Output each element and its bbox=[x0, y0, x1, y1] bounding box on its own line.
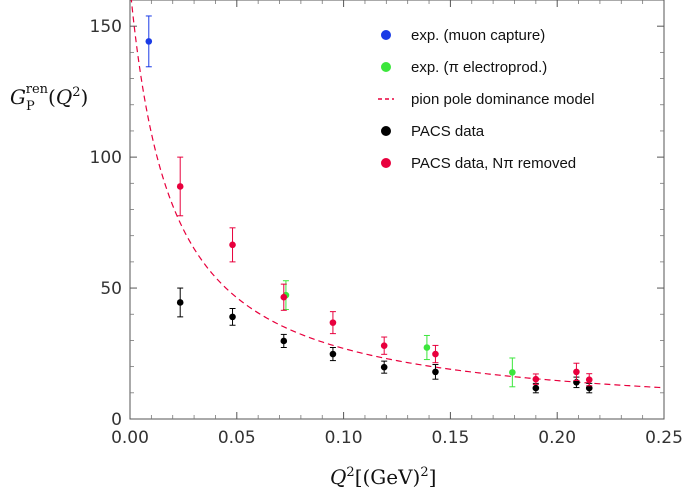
x-tick-label: 0.15 bbox=[431, 428, 469, 448]
data-points bbox=[145, 15, 593, 394]
legend-label: pion pole dominance model bbox=[411, 91, 594, 108]
data-point bbox=[229, 313, 236, 321]
data-point bbox=[329, 350, 337, 358]
series-0 bbox=[145, 15, 153, 68]
x-tick-label: 0.00 bbox=[111, 428, 149, 448]
y-tick-label: 100 bbox=[90, 148, 122, 168]
series-4 bbox=[176, 156, 593, 387]
legend-dot-marker bbox=[381, 158, 391, 168]
legend-dot-marker bbox=[381, 126, 391, 136]
data-point bbox=[432, 368, 439, 376]
data-point bbox=[229, 241, 236, 249]
x-axis-label: Q2[(GeV)2] bbox=[330, 465, 436, 489]
data-point bbox=[280, 293, 288, 301]
legend-dot-marker bbox=[381, 62, 391, 72]
legend-dot-marker bbox=[381, 30, 391, 40]
data-point bbox=[329, 319, 337, 326]
data-point bbox=[423, 344, 431, 351]
series-3 bbox=[176, 287, 593, 394]
x-tick-label: 0.20 bbox=[538, 428, 576, 448]
plot-frame bbox=[129, 0, 665, 420]
data-point bbox=[145, 38, 153, 45]
legend: exp. (muon capture) exp. (π electroprod.)… bbox=[378, 27, 594, 172]
legend-label: PACS data, Nπ removed bbox=[411, 155, 576, 172]
axis-ticks: 0.00 0.05 0.10 0.15 0.20 0.25 0 50 100 150 bbox=[90, 0, 683, 448]
data-point bbox=[585, 384, 593, 392]
data-point bbox=[176, 299, 184, 306]
y-axis-label: GPren(Q2) bbox=[10, 82, 88, 114]
legend-label: exp. (muon capture) bbox=[411, 27, 545, 44]
x-tick-label: 0.05 bbox=[218, 428, 256, 448]
data-point bbox=[573, 368, 580, 376]
data-point bbox=[280, 337, 288, 345]
data-point bbox=[532, 384, 540, 392]
legend-label: PACS data bbox=[411, 123, 485, 140]
y-tick-label: 0 bbox=[111, 410, 122, 430]
data-point bbox=[380, 363, 388, 371]
data-point bbox=[432, 350, 439, 358]
model-curve-layer bbox=[130, 0, 664, 389]
data-point bbox=[532, 375, 540, 383]
data-point bbox=[380, 342, 388, 349]
x-tick-label: 0.25 bbox=[645, 428, 683, 448]
y-tick-label: 150 bbox=[90, 17, 122, 37]
legend-label: exp. (π electroprod.) bbox=[411, 59, 547, 76]
series-1 bbox=[282, 280, 516, 388]
data-point bbox=[585, 376, 593, 384]
y-tick-label: 50 bbox=[100, 279, 122, 299]
data-point bbox=[176, 183, 184, 190]
x-tick-label: 0.10 bbox=[325, 428, 363, 448]
plot-area bbox=[129, 0, 665, 420]
data-point bbox=[509, 369, 516, 376]
model-curve bbox=[130, 0, 664, 389]
